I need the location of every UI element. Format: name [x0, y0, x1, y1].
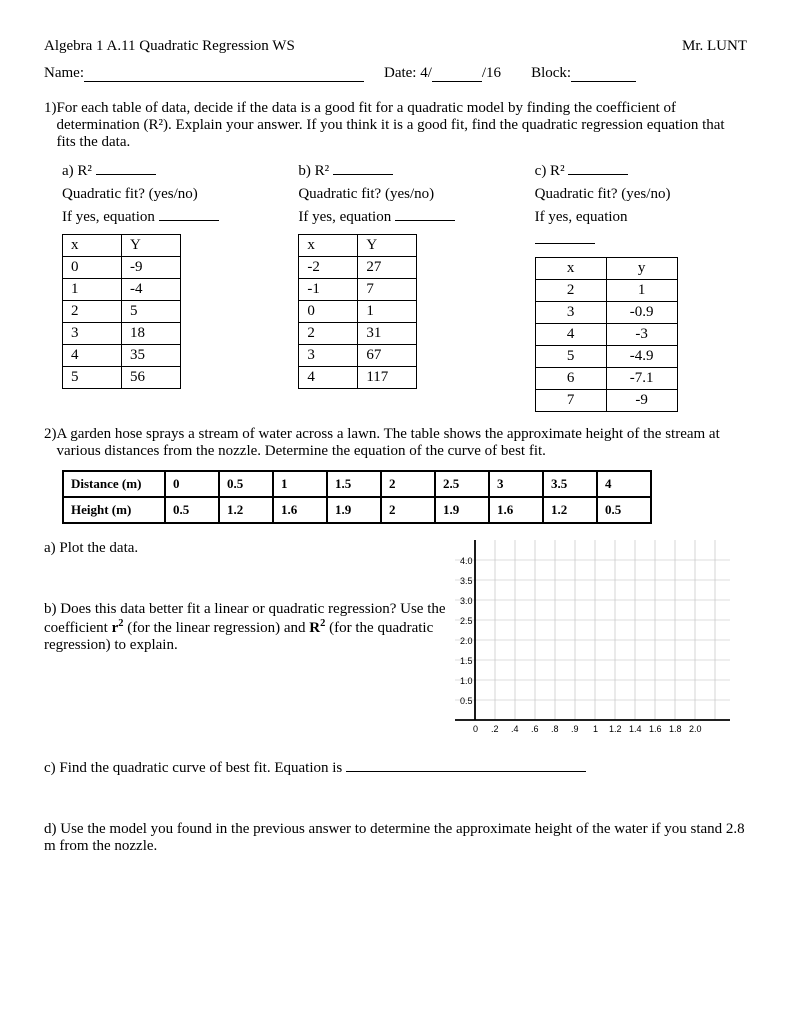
b-label: b) R² [298, 163, 329, 179]
q2b: b) Does this data better fit a linear or… [44, 601, 447, 654]
q1-num: 1) [44, 100, 57, 151]
svg-text:.8: .8 [551, 724, 559, 734]
table-a: xY 0-9 1-4 25 318 435 556 [62, 234, 181, 389]
q2-text: A garden hose sprays a stream of water a… [57, 426, 748, 460]
col-a: a) R² Quadratic fit? (yes/no) If yes, eq… [62, 163, 274, 412]
name-blank[interactable] [84, 65, 364, 82]
svg-text:2.0: 2.0 [460, 636, 473, 646]
q2a: a) Plot the data. [44, 540, 447, 557]
b-fit: Quadratic fit? (yes/no) [298, 186, 510, 203]
q2-num: 2) [44, 426, 57, 460]
a-eq-blank[interactable] [159, 220, 219, 221]
a-r2-blank[interactable] [96, 174, 156, 175]
svg-text:.4: .4 [511, 724, 519, 734]
col-c: c) R² Quadratic fit? (yes/no) If yes, eq… [535, 163, 747, 412]
date-label: Date: 4/ [384, 65, 432, 82]
table-c: xy 21 3-0.9 4-3 5-4.9 6-7.1 7-9 [535, 257, 678, 412]
date-end: /16 [482, 65, 501, 82]
c-eq-blank[interactable] [535, 243, 595, 244]
svg-text:1.6: 1.6 [649, 724, 662, 734]
c-r2-blank[interactable] [568, 174, 628, 175]
block-blank[interactable] [571, 65, 636, 82]
svg-text:1.2: 1.2 [609, 724, 622, 734]
svg-text:.2: .2 [491, 724, 499, 734]
svg-text:4.0: 4.0 [460, 556, 473, 566]
svg-text:1.8: 1.8 [669, 724, 682, 734]
c-eq: If yes, equation [535, 209, 628, 225]
svg-text:1.4: 1.4 [629, 724, 642, 734]
hose-table: Distance (m) 00.51 1.522.5 33.54 Height … [62, 470, 652, 524]
svg-text:1: 1 [593, 724, 598, 734]
plot-grid: 4.0 3.5 3.0 2.5 2.0 1.5 1.0 0.5 0 .2 .4 … [455, 540, 730, 740]
svg-text:1.0: 1.0 [460, 676, 473, 686]
header-left: Algebra 1 A.11 Quadratic Regression WS [44, 38, 295, 55]
q2d: d) Use the model you found in the previo… [44, 821, 747, 855]
block-label: Block: [531, 65, 571, 82]
svg-text:0.5: 0.5 [460, 696, 473, 706]
svg-text:.6: .6 [531, 724, 539, 734]
svg-text:0: 0 [473, 724, 478, 734]
header-right: Mr. LUNT [682, 38, 747, 55]
a-eq: If yes, equation [62, 209, 155, 225]
b-r2-blank[interactable] [333, 174, 393, 175]
b-eq-blank[interactable] [395, 220, 455, 221]
b-eq: If yes, equation [298, 209, 391, 225]
c-label: c) R² [535, 163, 565, 179]
table-b: xY -227 -17 01 231 367 4117 [298, 234, 417, 389]
c-fit: Quadratic fit? (yes/no) [535, 186, 747, 203]
q2c: c) Find the quadratic curve of best fit.… [44, 760, 342, 776]
svg-text:.9: .9 [571, 724, 579, 734]
svg-text:2.0: 2.0 [689, 724, 702, 734]
a-label: a) R² [62, 163, 92, 179]
q2c-blank[interactable] [346, 771, 586, 772]
col-b: b) R² Quadratic fit? (yes/no) If yes, eq… [298, 163, 510, 412]
svg-text:1.5: 1.5 [460, 656, 473, 666]
a-fit: Quadratic fit? (yes/no) [62, 186, 274, 203]
date-blank[interactable] [432, 65, 482, 82]
name-label: Name: [44, 65, 84, 82]
svg-text:3.5: 3.5 [460, 576, 473, 586]
svg-text:3.0: 3.0 [460, 596, 473, 606]
svg-text:2.5: 2.5 [460, 616, 473, 626]
q1-text: For each table of data, decide if the da… [57, 100, 748, 151]
